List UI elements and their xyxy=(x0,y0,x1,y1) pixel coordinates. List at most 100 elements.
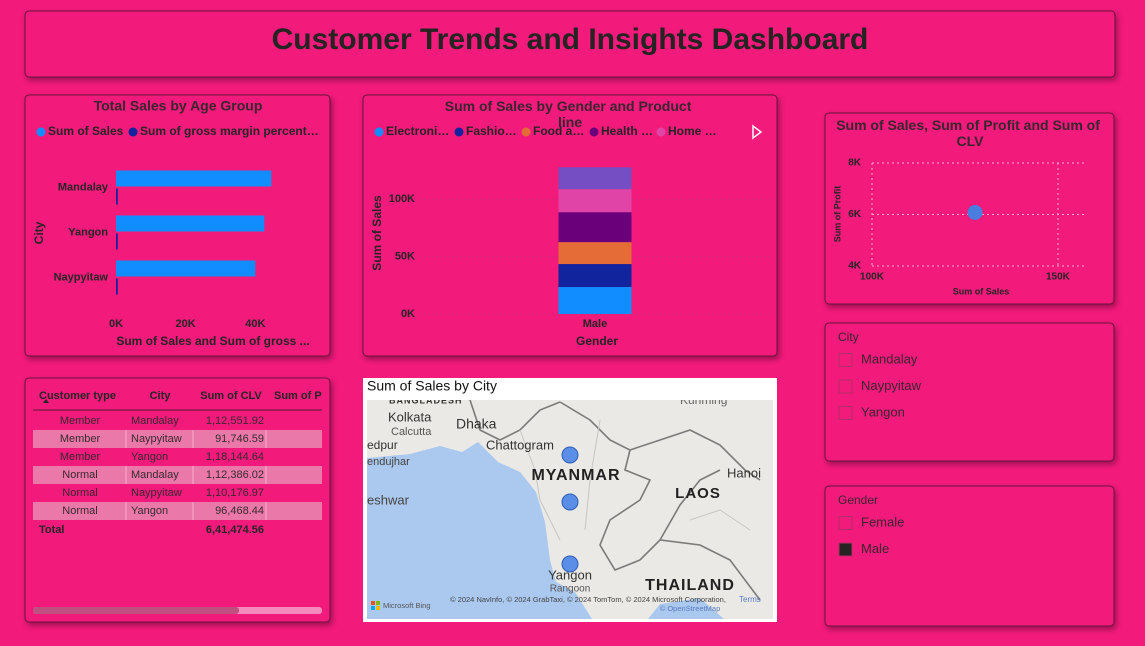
map-label: endujhar xyxy=(367,456,410,468)
bar-segment xyxy=(558,212,632,243)
bing-logo xyxy=(371,601,375,605)
map-terms[interactable]: Terms xyxy=(739,595,761,604)
x-axis-label: Sum of Sales and Sum of gross ... xyxy=(116,334,309,348)
table-cell: Yangon xyxy=(131,451,168,463)
table-cell: Member xyxy=(60,433,101,445)
slicer-title: Gender xyxy=(838,493,878,507)
x-tick-label: 20K xyxy=(176,318,196,330)
legend-swatch xyxy=(656,127,666,137)
legend-label: Home … xyxy=(668,124,717,138)
x-tick-label: Male xyxy=(583,318,607,330)
sea xyxy=(648,598,724,619)
bar xyxy=(116,215,265,232)
checkbox[interactable] xyxy=(838,353,853,367)
table-cell: 1,10,176.97 xyxy=(206,487,264,499)
y-axis-label: Sum of Profit xyxy=(832,186,842,243)
row-band xyxy=(33,502,322,520)
checkbox[interactable] xyxy=(838,406,853,420)
legend-label: Sum of Sales xyxy=(48,124,124,138)
map-attribution: © OpenStreetMap xyxy=(660,604,721,613)
legend-swatch xyxy=(454,127,464,137)
x-axis-label: Gender xyxy=(576,334,618,348)
bar xyxy=(116,278,118,295)
map-logo: Microsoft Bing xyxy=(383,601,431,610)
table-cell: 8 xyxy=(334,433,340,445)
header-panel xyxy=(24,10,1116,78)
y-tick-label: Naypyitaw xyxy=(54,271,109,283)
map-bubble xyxy=(561,493,579,511)
bar-segment xyxy=(558,242,632,265)
legend-swatch xyxy=(374,127,384,137)
table-cell: Yangon xyxy=(131,505,168,517)
checkbox[interactable] xyxy=(838,542,853,557)
sea xyxy=(367,442,592,619)
scatter-point xyxy=(967,204,983,220)
borders xyxy=(469,400,761,601)
legend-label: Health … xyxy=(601,124,653,138)
dashboard-title: Customer Trends and Insights Dashboard xyxy=(272,23,869,56)
slicer-item: Male xyxy=(861,541,889,556)
map-title: Sum of Sales by City xyxy=(367,378,497,394)
y-tick-label: 6K xyxy=(848,209,862,220)
x-axis-label: Sum of Sales xyxy=(953,286,1010,296)
scrollbar-thumb[interactable] xyxy=(33,607,239,614)
y-tick-label: 4K xyxy=(848,261,862,272)
map-label: LAOS xyxy=(675,485,721,502)
slicer-panel xyxy=(824,322,1115,462)
bar xyxy=(116,188,118,205)
bar-segment xyxy=(558,189,632,213)
title-line: CLV xyxy=(957,133,985,149)
table-cell: Normal xyxy=(62,505,97,517)
slicer-panel xyxy=(824,485,1115,627)
checkbox[interactable] xyxy=(838,516,853,530)
map-label: BANGLADESH xyxy=(389,395,463,405)
column-header: Customer type xyxy=(39,390,116,402)
chart-title: Sum of Sales by Gender and Product line xyxy=(445,98,696,130)
map-label: Kunming xyxy=(680,393,727,407)
x-tick-label: 40K xyxy=(245,318,265,330)
y-tick-label: 0K xyxy=(401,308,415,320)
x-tick-label: 100K xyxy=(860,272,885,283)
x-tick-label: 150K xyxy=(1046,272,1071,283)
legend-label: Food a… xyxy=(533,124,584,138)
table-cell: 1,12,386.02 xyxy=(206,469,264,481)
column-header: City xyxy=(150,390,172,402)
y-tick-label: 8K xyxy=(848,158,862,169)
table-cell: Mandalay xyxy=(131,415,179,427)
slicer-title: City xyxy=(838,330,859,344)
slicer-item: Yangon xyxy=(861,404,905,419)
title-line: Sum of Sales, Sum of Profit and Sum of xyxy=(836,117,1104,133)
map-label: Kolkata xyxy=(388,409,432,424)
map-label: edpur xyxy=(367,438,398,452)
chart-title: Sum of Sales, Sum of Profit and Sum of C… xyxy=(836,117,1104,149)
slicer-item: Mandalay xyxy=(861,351,918,366)
map-label: Chattogram xyxy=(486,437,554,452)
table-cell: Member xyxy=(60,415,101,427)
column-header: Sum of P xyxy=(274,390,322,402)
map-bubble xyxy=(561,555,579,573)
map-label: Rangoon xyxy=(550,584,591,595)
chart-title: Total Sales by Age Group xyxy=(94,98,263,114)
title-line: Sum of Sales by Gender and Product xyxy=(445,98,696,114)
table-total: Total xyxy=(39,524,64,536)
x-tick-label: 0K xyxy=(109,318,123,330)
checkbox[interactable] xyxy=(838,379,853,394)
legend-next-arrow[interactable] xyxy=(752,124,763,140)
legend-swatch xyxy=(36,127,46,137)
slicer-item: Female xyxy=(861,514,904,529)
y-tick-label: 100K xyxy=(389,193,415,205)
map-label: eshwar xyxy=(367,492,410,507)
legend-swatch xyxy=(589,127,599,137)
y-tick-label: 50K xyxy=(395,250,415,262)
sort-arrow[interactable] xyxy=(43,399,49,403)
column-header: Sum of CLV xyxy=(200,390,262,402)
legend-label: Fashio… xyxy=(466,124,517,138)
y-tick-label: Mandalay xyxy=(58,181,109,193)
map-attribution: © 2024 NavInfo, © 2024 GrabTaxi, © 2024 … xyxy=(450,595,726,604)
map-label: Calcutta xyxy=(391,426,432,438)
title-line: line xyxy=(558,114,582,130)
map-label: Dhaka xyxy=(456,416,497,432)
table-cell: 9 xyxy=(334,505,340,517)
